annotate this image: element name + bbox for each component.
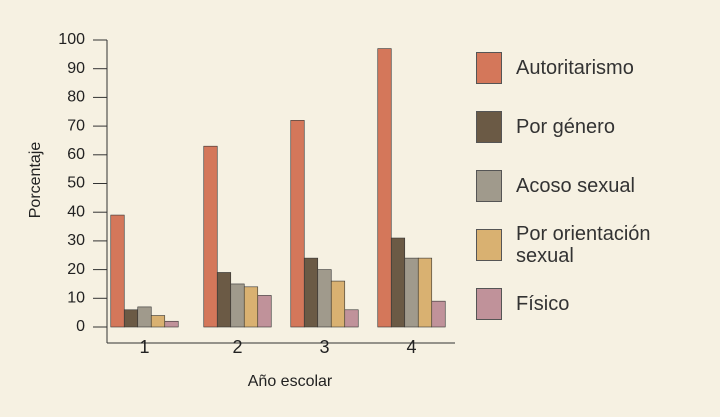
legend-item: Acoso sexual: [476, 156, 706, 215]
y-tick-label: 80: [67, 89, 85, 106]
y-tick-label: 100: [58, 31, 85, 48]
y-axis-title: Porcentaje: [27, 142, 44, 219]
bar: [344, 309, 359, 328]
legend-item: Por género: [476, 97, 706, 156]
bar: [230, 283, 245, 328]
bar: [150, 315, 166, 328]
y-tick-label: 70: [67, 117, 85, 134]
legend-item: Autoritarismo: [476, 38, 706, 97]
legend-label: Físico: [516, 292, 570, 315]
x-tick-label: 3: [319, 337, 329, 357]
x-tick-label: 4: [406, 337, 416, 357]
bar: [317, 269, 332, 328]
y-tick-label: 40: [67, 203, 85, 220]
y-tick-label: 0: [76, 318, 85, 335]
legend-label: Por género: [516, 115, 615, 138]
legend-swatch: [476, 228, 502, 261]
y-tick-label: 30: [67, 232, 85, 249]
legend-label: Por orientación sexual: [516, 222, 651, 267]
y-tick-label: 20: [67, 261, 85, 278]
legend-swatch: [476, 169, 502, 202]
bar: [123, 309, 139, 328]
legend-swatch: [476, 287, 502, 320]
bar: [330, 280, 346, 328]
bar: [243, 286, 259, 328]
y-tick-label: 60: [67, 146, 85, 163]
bar: [216, 272, 232, 328]
y-tick-label: 50: [67, 175, 85, 192]
y-tick-label: 10: [67, 290, 85, 307]
bar: [110, 214, 125, 328]
bar: [377, 48, 392, 328]
bar: [431, 300, 446, 328]
bar: [257, 295, 272, 328]
bar: [164, 320, 179, 328]
y-tick-label: 90: [67, 60, 85, 77]
bar: [417, 257, 433, 328]
bar: [137, 306, 152, 328]
x-axis-title: Año escolar: [248, 373, 333, 390]
x-tick-label: 1: [139, 337, 149, 357]
legend: Autoritarismo Por género Acoso sexual Por o…: [476, 38, 706, 333]
x-tick-label: 2: [232, 337, 242, 357]
plot: Año escolar Porcentaje 0 10 20 30 40 50 60 70 80…: [27, 31, 455, 390]
bar: [290, 120, 305, 328]
bar: [203, 145, 218, 328]
legend-item: Físico: [476, 274, 706, 333]
bar: [303, 257, 319, 328]
legend-swatch: [476, 51, 502, 84]
bar: [390, 237, 406, 328]
legend-label: Acoso sexual: [516, 174, 635, 197]
legend-swatch: [476, 110, 502, 143]
legend-label: Autoritarismo: [516, 56, 634, 79]
bar: [404, 257, 419, 328]
legend-item: Por orientación sexual: [476, 215, 706, 274]
